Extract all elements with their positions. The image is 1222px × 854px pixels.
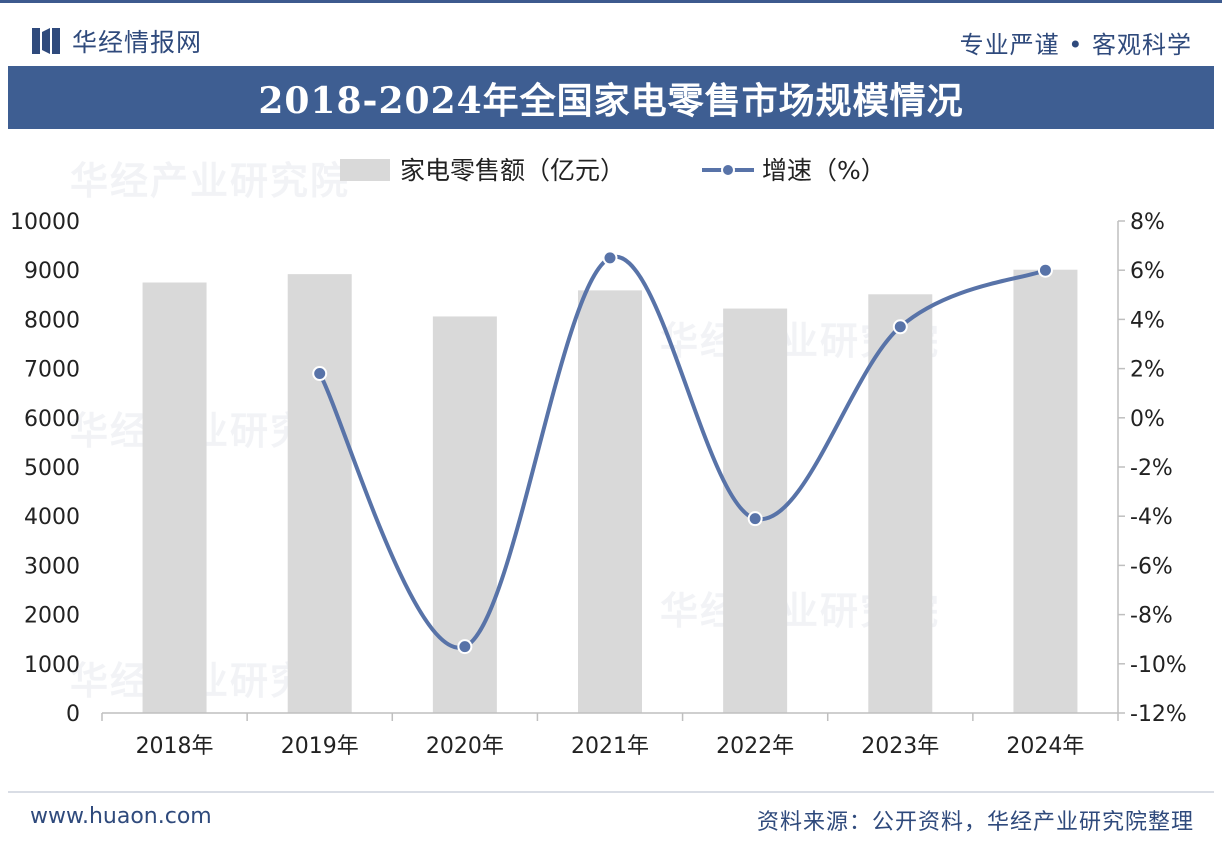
legend: 家电零售额（亿元） 增速（%）	[340, 156, 886, 185]
left-tick-label: 7000	[24, 358, 80, 383]
top-bar: 华经情报网 专业严谨 • 客观科学	[0, 0, 1222, 64]
right-tick-label: 6%	[1130, 259, 1165, 284]
legend-line-marker	[721, 163, 735, 177]
left-tick-label: 0	[66, 702, 80, 727]
legend-bar-swatch	[340, 159, 390, 181]
bar	[142, 282, 207, 713]
title-bar: 2018-2024年全国家电零售市场规模情况	[8, 66, 1214, 129]
growth-point	[1037, 262, 1053, 278]
chart: 2018年 2019年 2020年 2021年 2022年 2023年 2024年 0 1000…	[10, 156, 1187, 759]
chart-title: 2018-2024年全国家电零售市场规模情况	[258, 79, 964, 122]
left-tick-label: 8000	[24, 308, 80, 333]
right-tick-label: -10%	[1130, 653, 1187, 678]
brand-logo-icon	[32, 28, 60, 54]
right-tick-label: 8%	[1130, 210, 1165, 235]
legend-line-label: 增速（%）	[762, 156, 886, 185]
footer-divider	[8, 791, 1214, 793]
x-tick-label: 2021年	[571, 734, 649, 759]
slogan: 专业严谨 • 客观科学	[959, 31, 1192, 59]
footer-website[interactable]: www.huaon.com	[30, 804, 212, 829]
bar	[723, 308, 788, 713]
x-tick-label: 2018年	[136, 734, 214, 759]
brand-name: 华经情报网	[72, 28, 203, 57]
x-tick-label: 2020年	[426, 734, 504, 759]
bar	[1013, 269, 1078, 713]
right-tick-label: -2%	[1130, 456, 1173, 481]
x-tick-label: 2019年	[281, 734, 359, 759]
left-tick-label: 1000	[24, 653, 80, 678]
bar	[287, 274, 352, 713]
right-tick-label: -8%	[1130, 604, 1173, 629]
bar-series	[142, 269, 1078, 713]
axes: 2018年 2019年 2020年 2021年 2022年 2023年 2024年 0 1000…	[10, 210, 1187, 759]
left-tick-label: 2000	[24, 604, 80, 629]
x-tick-label: 2023年	[861, 734, 939, 759]
footer-source: 资料来源：公开资料，华经产业研究院整理	[756, 810, 1194, 835]
right-tick-label: -4%	[1130, 505, 1173, 530]
right-tick-label: -6%	[1130, 554, 1173, 579]
left-tick-label: 4000	[24, 505, 80, 530]
left-tick-label: 3000	[24, 554, 80, 579]
brand[interactable]: 华经情报网	[32, 23, 202, 59]
growth-point	[312, 366, 328, 382]
x-tick-label: 2022年	[716, 734, 794, 759]
left-tick-label: 5000	[24, 456, 80, 481]
growth-point	[602, 250, 618, 266]
left-tick-label: 10000	[10, 210, 80, 235]
growth-point	[457, 639, 473, 655]
left-tick-label: 9000	[24, 259, 80, 284]
growth-point	[747, 511, 763, 527]
left-tick-label: 6000	[24, 407, 80, 432]
right-tick-label: 2%	[1130, 358, 1165, 383]
x-tick-label: 2024年	[1006, 734, 1084, 759]
legend-bar-label: 家电零售额（亿元）	[400, 156, 625, 185]
growth-line	[317, 254, 1047, 650]
growth-point	[892, 319, 908, 335]
right-tick-label: 4%	[1130, 308, 1165, 333]
bar	[578, 290, 642, 713]
line-series	[312, 250, 1053, 655]
right-tick-label: -12%	[1130, 702, 1187, 727]
bar	[868, 294, 933, 713]
right-tick-label: 0%	[1130, 407, 1165, 432]
